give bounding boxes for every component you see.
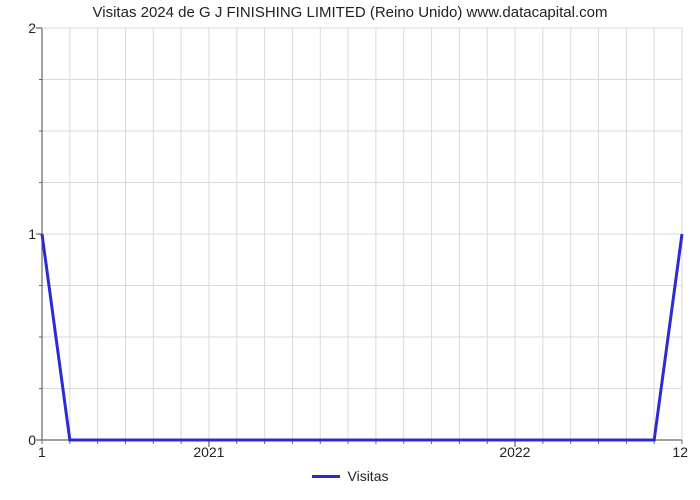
y-tick-1: 1 — [28, 226, 36, 242]
y-tick-2: 2 — [28, 20, 36, 36]
x-range-end: 12 — [672, 444, 688, 460]
x-range-start: 1 — [38, 444, 46, 460]
plot-svg — [42, 28, 682, 440]
legend-label: Visitas — [348, 468, 389, 484]
y-tick-0: 0 — [28, 432, 36, 448]
chart-title: Visitas 2024 de G J FINISHING LIMITED (R… — [0, 4, 700, 21]
legend: Visitas — [0, 468, 700, 484]
plot-area — [42, 28, 682, 440]
chart-container: Visitas 2024 de G J FINISHING LIMITED (R… — [0, 0, 700, 500]
legend-swatch — [312, 475, 340, 478]
